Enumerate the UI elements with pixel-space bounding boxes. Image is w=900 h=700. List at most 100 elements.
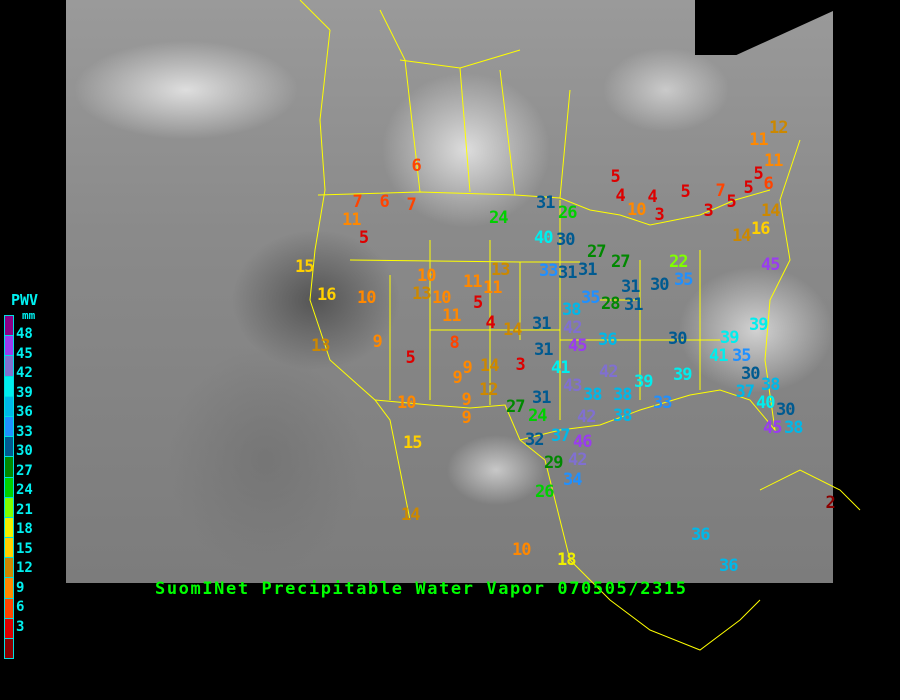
- station-pwv-value: 36: [598, 329, 618, 350]
- station-pwv-value: 10: [627, 199, 647, 220]
- legend-swatch: [4, 537, 14, 558]
- station-pwv-value: 13: [491, 259, 511, 280]
- station-pwv-value: 9: [452, 367, 463, 388]
- station-pwv-value: 22: [669, 251, 689, 272]
- station-pwv-value: 27: [506, 396, 526, 417]
- station-pwv-value: 38: [613, 384, 633, 405]
- station-pwv-value: 12: [479, 379, 499, 400]
- legend-swatch: [4, 315, 14, 336]
- station-pwv-value: 40: [756, 392, 776, 413]
- station-pwv-value: 45: [761, 254, 781, 275]
- station-pwv-value: 10: [397, 392, 417, 413]
- legend-title: PWV: [11, 291, 39, 309]
- station-pwv-value: 11: [463, 271, 483, 292]
- station-pwv-value: 10: [417, 265, 437, 286]
- station-pwv-value: 31: [534, 339, 554, 360]
- station-pwv-value: 38: [583, 384, 603, 405]
- station-pwv-value: 31: [532, 387, 552, 408]
- station-pwv-value: 30: [776, 399, 796, 420]
- legend-swatch: [4, 476, 14, 497]
- station-pwv-value: 13: [412, 283, 432, 304]
- legend-swatch: [4, 335, 14, 356]
- legend-swatch: [4, 355, 14, 376]
- legend-swatch: [4, 557, 14, 578]
- station-pwv-value: 38: [761, 374, 781, 395]
- station-pwv-value: 9: [461, 389, 472, 410]
- map-title: SuomINet Precipitable Water Vapor 070505…: [155, 579, 688, 599]
- legend-tick: 39: [16, 384, 33, 401]
- station-pwv-value: 30: [741, 363, 761, 384]
- station-pwv-value: 35: [581, 287, 601, 308]
- station-pwv-value: 5: [726, 191, 737, 212]
- station-pwv-value: 26: [558, 202, 578, 223]
- station-pwv-value: 46: [573, 431, 593, 452]
- legend-swatch: [4, 577, 14, 598]
- color-legend: [4, 315, 14, 660]
- station-pwv-value: 6: [763, 173, 774, 194]
- station-pwv-value: 31: [624, 294, 644, 315]
- legend-swatch: [4, 395, 14, 416]
- station-pwv-value: 39: [749, 314, 769, 335]
- station-pwv-value: 42: [563, 317, 583, 338]
- legend-tick: 33: [16, 423, 33, 440]
- station-pwv-value: 10: [432, 287, 452, 308]
- legend-tick: 45: [16, 345, 33, 362]
- station-pwv-value: 5: [610, 166, 621, 187]
- station-pwv-value: 15: [295, 256, 315, 277]
- station-pwv-value: 5: [743, 177, 754, 198]
- legend-swatch: [4, 436, 14, 457]
- station-pwv-value: 36: [719, 555, 739, 576]
- station-pwv-value: 11: [764, 150, 784, 171]
- station-pwv-value: 42: [599, 361, 619, 382]
- station-pwv-value: 31: [532, 313, 552, 334]
- station-pwv-value: 16: [317, 284, 337, 305]
- legend-tick: 30: [16, 443, 33, 459]
- station-pwv-value: 5: [358, 227, 369, 248]
- station-pwv-value: 14: [761, 200, 781, 221]
- station-pwv-value: 9: [461, 407, 472, 428]
- station-pwv-value: 14: [401, 504, 421, 525]
- station-pwv-value: 4: [615, 185, 626, 206]
- station-pwv-value: 43: [563, 375, 583, 396]
- station-pwv-value: 6: [379, 191, 390, 212]
- station-pwv-value: 9: [462, 357, 473, 378]
- station-pwv-value: 38: [613, 405, 633, 426]
- station-pwv-value: 13: [311, 335, 331, 356]
- station-pwv-value: 24: [489, 207, 509, 228]
- legend-tick: 15: [16, 540, 33, 557]
- legend-tick: 18: [16, 521, 33, 537]
- station-pwv-value: 5: [753, 163, 764, 184]
- station-pwv-value: 26: [535, 481, 555, 502]
- legend-swatch: [4, 456, 14, 477]
- station-pwv-value: 11: [442, 305, 462, 326]
- legend-tick: 3: [16, 618, 25, 635]
- station-pwv-value: 35: [674, 269, 694, 290]
- station-pwv-value: 39: [720, 327, 740, 348]
- station-pwv-value: 2: [825, 492, 836, 513]
- legend-tick: 36: [16, 404, 33, 420]
- legend-tick: 48: [16, 326, 33, 342]
- station-pwv-value: 37: [735, 382, 756, 403]
- station-pwv-value: 39: [673, 364, 693, 385]
- station-pwv-value: 31: [578, 259, 598, 280]
- station-pwv-value: 10: [357, 287, 377, 308]
- legend-tick: 42: [16, 365, 33, 381]
- station-pwv-value: 37: [551, 425, 571, 446]
- legend-swatch: [4, 617, 14, 638]
- station-pwv-value: 38: [784, 417, 804, 438]
- station-pwv-value: 31: [621, 276, 641, 297]
- station-pwv-value: 7: [406, 194, 417, 215]
- station-pwv-value: 31: [536, 192, 556, 213]
- station-pwv-value: 14: [503, 319, 523, 340]
- station-pwv-value: 14: [480, 355, 500, 376]
- station-pwv-value: 38: [562, 299, 582, 320]
- legend-tick: 21: [16, 501, 33, 518]
- station-pwv-value: 3: [515, 354, 526, 375]
- station-pwv-value: 36: [691, 524, 711, 545]
- station-pwv-value: 4: [485, 312, 496, 333]
- legend-tick: 9: [16, 579, 25, 596]
- station-pwv-value: 18: [557, 549, 577, 570]
- station-pwv-value: 42: [568, 449, 588, 470]
- station-pwv-value: 33: [653, 392, 673, 413]
- legend-tick: 12: [16, 560, 33, 576]
